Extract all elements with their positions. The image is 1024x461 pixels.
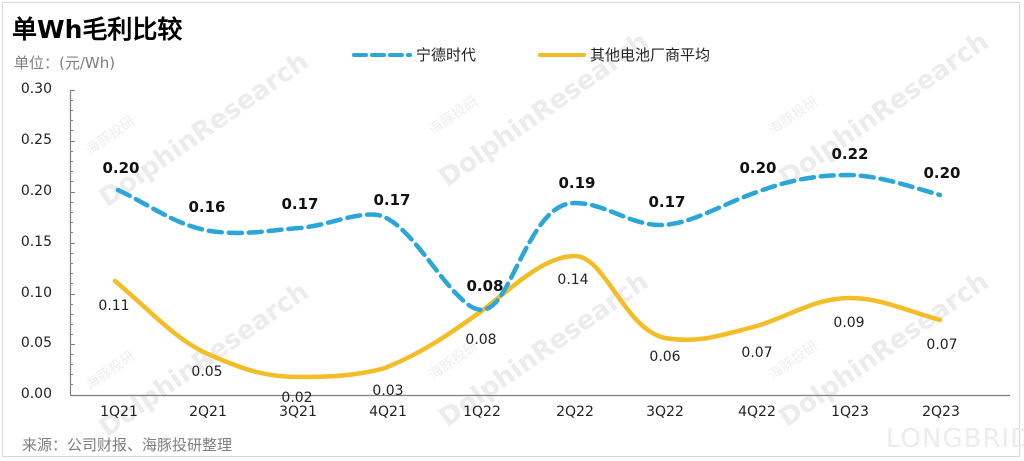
x-tick: 2Q23: [922, 404, 960, 420]
catl-data-label: 0.20: [739, 159, 777, 177]
catl-data-label: 0.16: [188, 198, 226, 216]
x-tick: 4Q21: [369, 404, 407, 420]
catl-data-label: 0.20: [923, 164, 961, 182]
others-data-label: 0.02: [281, 390, 313, 406]
y-tick: 0.05: [20, 335, 52, 351]
y-tick: 0.30: [20, 81, 52, 97]
x-tick: 4Q22: [738, 404, 776, 420]
unit-label: 单位：(元/Wh): [14, 54, 116, 72]
others-data-label: 0.11: [98, 298, 130, 314]
catl-data-label: 0.20: [102, 159, 140, 177]
legend-label: 宁德时代: [416, 46, 477, 64]
x-tick: 1Q22: [463, 404, 501, 420]
y-tick: 0.10: [20, 285, 52, 301]
catl-data-label: 0.08: [466, 277, 504, 295]
others-data-label: 0.14: [557, 272, 589, 288]
catl-data-label: 0.17: [281, 195, 319, 213]
x-tick: 3Q21: [279, 404, 317, 420]
others-data-label: 0.05: [191, 364, 223, 380]
longbridge-watermark: LONGBRIDGE: [886, 424, 1024, 454]
y-minor-ticks: [70, 90, 75, 385]
others-data-label: 0.07: [741, 345, 773, 361]
others-data-label: 0.08: [465, 332, 497, 348]
series-catl-line: [115, 172, 943, 312]
x-tick: 2Q21: [189, 404, 227, 420]
y-tick: 0.00: [20, 386, 52, 402]
others-data-label: 0.06: [649, 349, 681, 365]
catl-data-label: 0.19: [558, 174, 596, 192]
catl-data-label: 0.17: [648, 193, 686, 211]
x-tick: 3Q22: [646, 404, 684, 420]
chart-title: 单Wh毛利比较: [12, 15, 183, 44]
others-data-label: 0.07: [926, 337, 958, 353]
y-tick: 0.25: [20, 132, 52, 148]
catl-data-label: 0.17: [373, 191, 411, 209]
x-tick: 2Q22: [556, 404, 594, 420]
x-tick: 1Q21: [100, 404, 138, 420]
legend-item-others: 其他电池厂商平均: [538, 44, 710, 65]
y-tick: 0.15: [20, 234, 52, 250]
x-tick: 1Q23: [831, 404, 869, 420]
others-data-label: 0.09: [833, 315, 865, 331]
y-tick: 0.20: [20, 183, 52, 199]
dashed-line-icon: [352, 52, 412, 57]
legend-item-catl: 宁德时代: [352, 44, 476, 65]
legend-label: 其他电池厂商平均: [590, 46, 711, 64]
solid-line-icon: [538, 52, 586, 57]
series-others-line: [112, 253, 943, 380]
others-data-label: 0.03: [372, 383, 404, 399]
source-note: 来源：公司财报、海豚投研整理: [22, 436, 233, 454]
catl-data-label: 0.22: [831, 145, 869, 163]
